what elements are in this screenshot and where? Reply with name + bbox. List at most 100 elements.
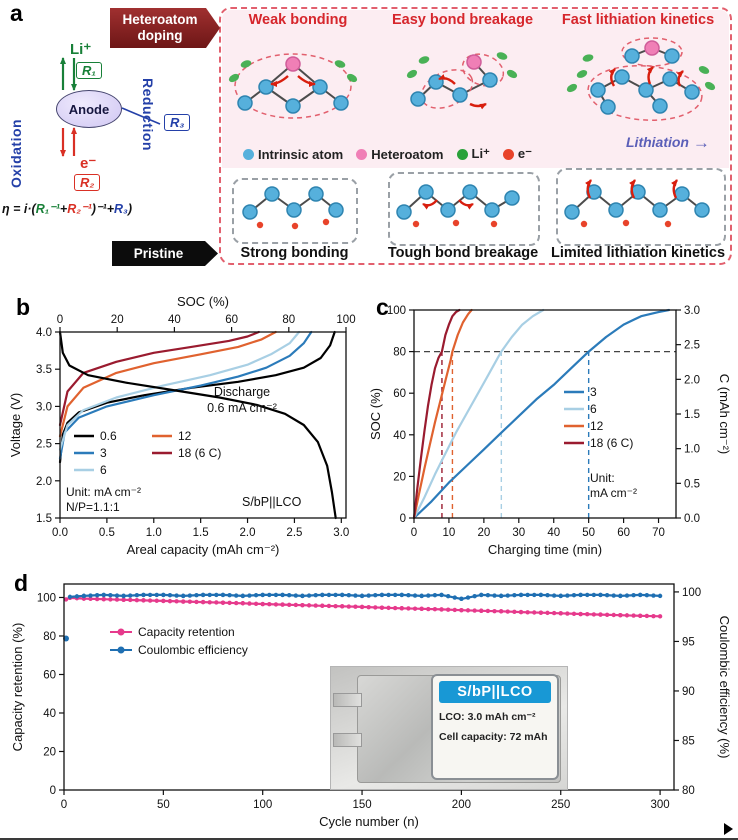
svg-text:2.0: 2.0 — [240, 527, 256, 539]
legend-electron: e⁻ — [502, 146, 533, 162]
svg-text:40: 40 — [393, 430, 406, 442]
svg-text:100: 100 — [682, 587, 701, 599]
pristine-box-3 — [556, 168, 726, 246]
pristine-box-2 — [388, 172, 540, 246]
svg-text:20: 20 — [393, 471, 406, 483]
svg-text:80: 80 — [682, 785, 695, 797]
pouch-cell-photo: S/bP||LCO LCO: 3.0 mAh cm⁻² Cell capacit… — [330, 666, 568, 790]
svg-text:Unit:: Unit: — [590, 471, 615, 485]
svg-text:3.0: 3.0 — [684, 305, 700, 317]
anode-node: Anode — [56, 90, 122, 128]
inset-card: S/bP||LCO LCO: 3.0 mAh cm⁻² Cell capacit… — [431, 674, 559, 780]
svg-text:2.5: 2.5 — [684, 340, 700, 352]
weak-bonding-header: Weak bonding — [248, 12, 348, 28]
inset-card-title: S/bP||LCO — [439, 681, 551, 703]
svg-text:6: 6 — [590, 402, 597, 416]
atom-legend: Intrinsic atom Heteroatom Li⁺ e⁻ — [243, 146, 532, 162]
inset-card-line1: LCO: 3.0 mAh cm⁻² — [439, 711, 536, 723]
svg-text:0.6: 0.6 — [100, 429, 117, 443]
svg-text:1.5: 1.5 — [684, 409, 700, 421]
svg-text:Capacity retention (%): Capacity retention (%) — [10, 623, 25, 752]
svg-text:2.5: 2.5 — [36, 439, 52, 451]
svg-text:1.5: 1.5 — [36, 513, 52, 525]
svg-text:100: 100 — [387, 305, 406, 317]
fast-lithiation-header: Fast lithiation kinetics — [561, 12, 715, 28]
svg-text:1.0: 1.0 — [146, 527, 162, 539]
r1-box: R₁ — [76, 62, 102, 79]
svg-text:0: 0 — [400, 513, 406, 525]
svg-text:10: 10 — [443, 527, 456, 539]
svg-text:20: 20 — [111, 314, 124, 326]
oxidation-label: Oxidation — [8, 118, 24, 188]
equation-segment: ) — [127, 202, 133, 216]
svg-text:80: 80 — [43, 631, 56, 643]
strong-bonding-label: Strong bonding — [240, 245, 349, 261]
equation-segment: η = i·( — [2, 202, 36, 216]
svg-text:12: 12 — [590, 419, 604, 433]
panel-a-label: a — [10, 0, 23, 26]
r3-box: R₃ — [164, 114, 191, 131]
svg-text:80: 80 — [393, 347, 406, 359]
svg-text:20: 20 — [43, 746, 56, 758]
svg-text:Voltage (V): Voltage (V) — [8, 393, 23, 457]
svg-text:70: 70 — [652, 527, 665, 539]
svg-text:0.5: 0.5 — [684, 478, 700, 490]
easy-bond-breakage-header: Easy bond breakage — [391, 12, 534, 28]
svg-text:SOC (%): SOC (%) — [177, 294, 229, 309]
svg-text:3.5: 3.5 — [36, 364, 52, 376]
heteroatom-doping-badge: Heteroatom doping — [110, 8, 220, 48]
intrinsic-atom-dot — [243, 148, 254, 160]
legend-intrinsic-atom-label: Intrinsic atom — [258, 146, 344, 162]
svg-text:Discharge: Discharge — [214, 385, 270, 399]
svg-text:50: 50 — [582, 527, 595, 539]
pouch-tab-1 — [333, 693, 362, 707]
svg-text:100: 100 — [253, 799, 272, 811]
equation-segment: )⁻¹+ — [91, 202, 114, 216]
chart-panel-b: 0.0 0.5 1.0 1.5 2.0 2.5 3.0 1.5 2.0 2.5 3.0 3.5 4.0 0… — [8, 294, 356, 557]
svg-text:200: 200 — [452, 799, 471, 811]
svg-text:90: 90 — [682, 686, 695, 698]
lithiation-label: Lithiation → — [626, 133, 710, 153]
svg-text:Charging time (min): Charging time (min) — [488, 542, 602, 557]
equation-segment: R₂⁻¹ — [67, 202, 92, 216]
svg-text:0: 0 — [50, 785, 56, 797]
pristine-badge: Pristine — [112, 241, 218, 266]
corner-marker-icon — [724, 823, 733, 835]
svg-text:100: 100 — [37, 592, 56, 604]
svg-text:300: 300 — [650, 799, 669, 811]
svg-text:1.0: 1.0 — [684, 444, 700, 456]
electron-label: e⁻ — [80, 155, 97, 172]
svg-text:0: 0 — [57, 314, 63, 326]
svg-text:2.0: 2.0 — [684, 374, 700, 386]
svg-text:30: 30 — [512, 527, 525, 539]
equation-segment: R₁⁻¹ — [35, 202, 60, 216]
legend-heteroatom: Heteroatom — [356, 146, 444, 162]
svg-text:12: 12 — [178, 429, 192, 443]
svg-text:18 (6 C): 18 (6 C) — [178, 446, 221, 460]
svg-text:C (mAh cm⁻²): C (mAh cm⁻²) — [717, 374, 732, 455]
legend-heteroatom-label: Heteroatom — [371, 146, 444, 162]
svg-text:mA cm⁻²: mA cm⁻² — [590, 486, 637, 500]
li-ion-dot — [456, 148, 468, 160]
equation-segment: R₃ — [114, 202, 128, 216]
legend-electron-label: e⁻ — [517, 146, 533, 161]
svg-text:20: 20 — [477, 527, 490, 539]
svg-text:40: 40 — [43, 708, 56, 720]
svg-text:SOC (%): SOC (%) — [368, 388, 383, 440]
svg-text:3: 3 — [100, 446, 107, 460]
svg-text:60: 60 — [43, 669, 56, 681]
panel-d-label: d — [14, 570, 29, 596]
svg-text:0.0: 0.0 — [52, 527, 68, 539]
panel-c-label: c — [376, 294, 389, 320]
svg-text:2.5: 2.5 — [286, 527, 302, 539]
svg-text:N/P=1.1:1: N/P=1.1:1 — [66, 500, 120, 514]
svg-text:Coulombic efficiency (%): Coulombic efficiency (%) — [717, 616, 732, 759]
electron-dot — [502, 148, 514, 160]
legend-li-ion: Li⁺ — [456, 146, 490, 162]
svg-text:4.0: 4.0 — [36, 327, 52, 339]
reduction-label: Reduction — [140, 78, 156, 151]
r2-box: R₂ — [74, 174, 101, 191]
svg-text:Capacity retention: Capacity retention — [138, 625, 235, 639]
equation-segment: + — [59, 202, 68, 216]
